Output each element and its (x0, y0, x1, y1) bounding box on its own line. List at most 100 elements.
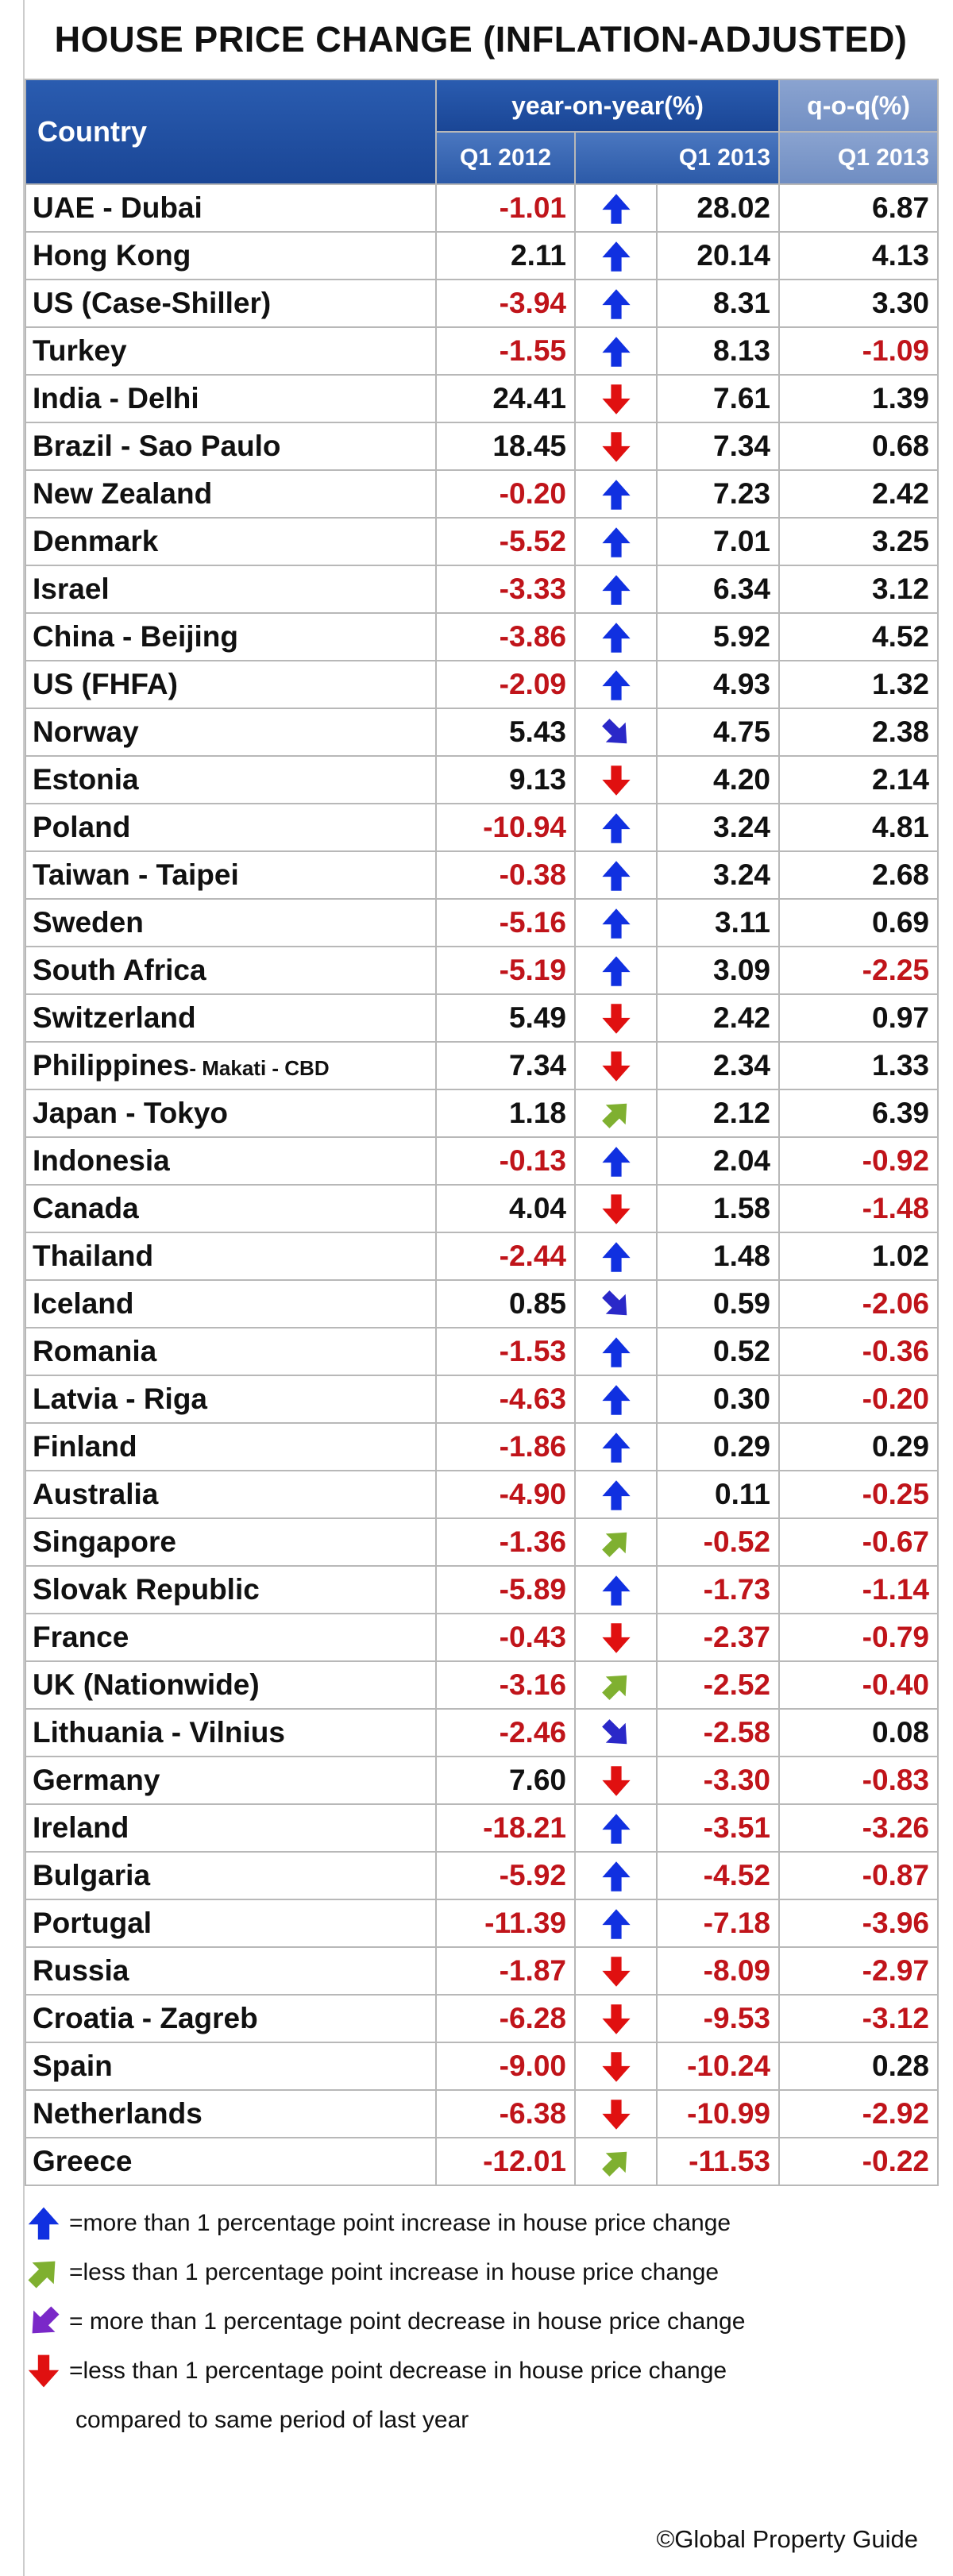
country-cell: France (25, 1613, 437, 1662)
yoy-2013-value: -2.58 (703, 1716, 771, 1749)
country: Turkey (33, 334, 127, 367)
yoy-2013: -3.30 (655, 1756, 781, 1805)
yoy-2013: -2.37 (655, 1613, 781, 1662)
trend-arrow (601, 241, 631, 272)
country-cell: New Zealand (25, 469, 437, 519)
yoy-2013: -1.73 (655, 1565, 781, 1614)
trend-cell (574, 803, 658, 852)
arrow-shape (601, 2151, 627, 2177)
yoy-2013: 8.31 (655, 279, 781, 328)
yoy-2013: -2.58 (655, 1708, 781, 1757)
country-cell: India - Delhi (25, 374, 437, 423)
yoy-2013-value: 4.20 (713, 763, 771, 796)
yoy-2013-value: -9.53 (703, 2002, 771, 2034)
qoq-2013-value: -0.87 (862, 1859, 930, 1892)
yoy-2013: 7.61 (655, 374, 781, 423)
country: Romania (33, 1335, 157, 1367)
trend-arrow (601, 2003, 631, 2034)
qoq-2013: -0.20 (778, 1375, 939, 1424)
qoq-2013-value: -1.48 (862, 1192, 930, 1224)
country-cell: Spain (25, 2042, 437, 2091)
table-row: Poland -10.94 3.24 4.81 (25, 803, 939, 852)
trend-cell (574, 1089, 658, 1138)
yoy-2012-value: -0.20 (499, 477, 566, 510)
country: Norway (33, 715, 139, 748)
table-row: Lithuania - Vilnius -2.46 -2.58 0.08 (25, 1708, 939, 1757)
trend-cell (574, 326, 658, 376)
country-cell: Germany (25, 1756, 437, 1805)
trend-cell (574, 850, 658, 900)
country-cell: Switzerland (25, 993, 437, 1043)
qoq-2013-value: -1.14 (862, 1573, 930, 1606)
yoy-2013-value: 2.34 (713, 1049, 771, 1082)
trend-arrow (601, 1813, 631, 1844)
yoy-2012: -0.38 (435, 850, 576, 900)
yoy-2013-value: 3.24 (713, 858, 771, 891)
arrow-shape (601, 1146, 631, 1177)
trend-cell (574, 2089, 658, 2138)
yoy-2013: -0.52 (655, 1517, 781, 1567)
yoy-2012-value: -0.38 (499, 858, 566, 891)
header-yoy-b: Q1 2013 (573, 131, 781, 185)
trend-cell (574, 231, 658, 280)
yoy-2013-value: 8.31 (713, 287, 771, 319)
yoy-2013-value: -3.30 (703, 1764, 771, 1796)
arrow-shape (601, 622, 631, 653)
table-body: UAE - Dubai -1.01 28.02 6.87 Hong Kong 2.11 20… (25, 183, 939, 2186)
country-note: - Makati - CBD (189, 1056, 330, 1080)
country-cell: Portugal (25, 1899, 437, 1948)
yoy-2012: -5.16 (435, 898, 576, 947)
table-row: Sweden -5.16 3.11 0.69 (25, 898, 939, 947)
trend-arrow (601, 193, 631, 224)
qoq-2013: -0.79 (778, 1613, 939, 1662)
yoy-2012-value: -4.90 (499, 1478, 566, 1510)
yoy-2013-value: 0.52 (713, 1335, 771, 1367)
qoq-2013: 0.69 (778, 898, 939, 947)
trend-arrow (601, 812, 631, 843)
yoy-2012: 24.41 (435, 374, 576, 423)
qoq-2013-value: -0.67 (862, 1525, 930, 1558)
table-row: Israel -3.33 6.34 3.12 (25, 565, 939, 614)
trend-arrow (601, 1336, 631, 1367)
arrow-shape (601, 1290, 627, 1315)
qoq-2013-value: 2.38 (872, 715, 930, 748)
trend-arrow (601, 1479, 631, 1510)
yoy-2013: 8.13 (655, 326, 781, 376)
yoy-2013: 7.01 (655, 517, 781, 566)
legend-text: =less than 1 percentage point decrease i… (69, 2358, 727, 2384)
country: Netherlands (33, 2097, 203, 2130)
table-row: Estonia 9.13 4.20 2.14 (25, 755, 939, 804)
qoq-2013: 2.68 (778, 850, 939, 900)
arrow-shape (601, 1675, 627, 1700)
yoy-2013: -4.52 (655, 1851, 781, 1900)
country: Taiwan - Taipei (33, 858, 239, 891)
qoq-2013-value: 4.81 (872, 811, 930, 843)
country-cell: Poland (25, 803, 437, 852)
trend-cell (574, 517, 658, 566)
arrow-shape (601, 2051, 631, 2082)
country: Israel (33, 573, 110, 605)
trend-arrow (601, 1146, 631, 1177)
header-country: Country (25, 79, 437, 185)
trend-cell (574, 1565, 658, 1614)
legend-item: =more than 1 percentage point increase i… (25, 2199, 937, 2248)
country-cell: Denmark (25, 517, 437, 566)
country-cell: Hong Kong (25, 231, 437, 280)
arrow-shape (601, 574, 631, 605)
yoy-2012: -9.00 (435, 2042, 576, 2091)
arrow-shape (601, 718, 627, 743)
country-cell: Taiwan - Taipei (25, 850, 437, 900)
country-cell: UK (Nationwide) (25, 1660, 437, 1710)
yoy-2012-value: -10.94 (483, 811, 566, 843)
yoy-2012: -3.94 (435, 279, 576, 328)
arrow-shape (601, 1479, 631, 1510)
country: China - Beijing (33, 620, 238, 653)
country: Bulgaria (33, 1859, 151, 1892)
yoy-2013: 3.24 (655, 803, 781, 852)
icon-down (28, 2354, 60, 2388)
table-row: Latvia - Riga -4.63 0.30 -0.20 (25, 1375, 939, 1424)
trend-cell (574, 1184, 658, 1233)
qoq-2013-value: 6.39 (872, 1097, 930, 1129)
qoq-2013: -0.92 (778, 1136, 939, 1186)
country: Estonia (33, 763, 139, 796)
